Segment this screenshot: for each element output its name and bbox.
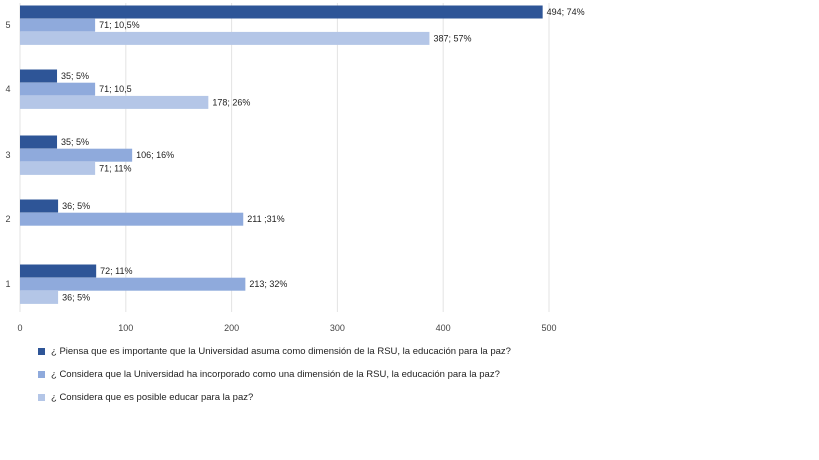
data-label: 35; 5% bbox=[61, 71, 89, 81]
data-label: 178; 26% bbox=[212, 97, 250, 107]
legend-item-series-3: ¿ Considera que es posible educar para l… bbox=[38, 386, 511, 409]
data-label: 36; 5% bbox=[62, 292, 90, 302]
data-label: 387; 57% bbox=[433, 33, 471, 43]
y-tick-labels: 5 4 3 2 1 bbox=[5, 20, 10, 289]
data-label: 71; 11% bbox=[99, 163, 131, 173]
legend-label-series-1: ¿ Piensa que es importante que la Univer… bbox=[51, 346, 511, 357]
legend: ¿ Piensa que es importante que la Univer… bbox=[38, 340, 511, 409]
x-tick-label: 0 bbox=[17, 323, 22, 333]
data-label: 36; 5% bbox=[62, 201, 90, 211]
bar bbox=[20, 82, 96, 96]
bar bbox=[20, 199, 59, 213]
bar bbox=[20, 161, 96, 175]
data-label: 35; 5% bbox=[61, 137, 89, 147]
legend-label-series-3: ¿ Considera que es posible educar para l… bbox=[51, 392, 254, 403]
bar bbox=[20, 290, 59, 304]
x-tick-label: 100 bbox=[118, 323, 133, 333]
data-label: 71; 10,5% bbox=[99, 20, 140, 30]
bar bbox=[20, 135, 58, 149]
data-label: 72; 11% bbox=[100, 266, 132, 276]
data-label: 106; 16% bbox=[136, 150, 174, 160]
y-tick-label: 2 bbox=[5, 214, 10, 224]
data-label: 211 ;31% bbox=[247, 214, 284, 224]
data-label: 213; 32% bbox=[249, 279, 287, 289]
bar bbox=[20, 69, 58, 83]
bar bbox=[20, 5, 543, 19]
x-tick-label: 500 bbox=[541, 323, 556, 333]
bars: 494; 74% 71; 10,5% 387; 57% 35; 5% 71; 10,5 1… bbox=[20, 5, 585, 304]
bar bbox=[20, 277, 246, 291]
data-label: 494; 74% bbox=[547, 7, 585, 17]
y-tick-label: 4 bbox=[5, 84, 10, 94]
data-label: 71; 10,5 bbox=[99, 84, 132, 94]
legend-swatch-series-2 bbox=[38, 371, 45, 378]
x-tick-label: 400 bbox=[436, 323, 451, 333]
legend-swatch-series-3 bbox=[38, 394, 45, 401]
bar-chart: 494; 74% 71; 10,5% 387; 57% 35; 5% 71; 10,5 1… bbox=[5, 3, 585, 333]
legend-label-series-2: ¿ Considera que la Universidad ha incorp… bbox=[51, 369, 500, 380]
bar bbox=[20, 31, 430, 45]
legend-item-series-1: ¿ Piensa que es importante que la Univer… bbox=[38, 340, 511, 363]
gridlines bbox=[19, 3, 550, 312]
bar bbox=[20, 264, 97, 278]
x-tick-labels: 0 100 200 300 400 500 bbox=[17, 323, 556, 333]
bar bbox=[20, 18, 96, 32]
y-tick-label: 3 bbox=[5, 150, 10, 160]
legend-item-series-2: ¿ Considera que la Universidad ha incorp… bbox=[38, 363, 511, 386]
y-tick-label: 1 bbox=[5, 279, 10, 289]
legend-swatch-series-1 bbox=[38, 348, 45, 355]
bar bbox=[20, 212, 244, 226]
bar bbox=[20, 95, 209, 109]
x-tick-label: 300 bbox=[330, 323, 345, 333]
bar bbox=[20, 148, 133, 162]
y-tick-label: 5 bbox=[5, 20, 10, 30]
x-tick-label: 200 bbox=[224, 323, 239, 333]
